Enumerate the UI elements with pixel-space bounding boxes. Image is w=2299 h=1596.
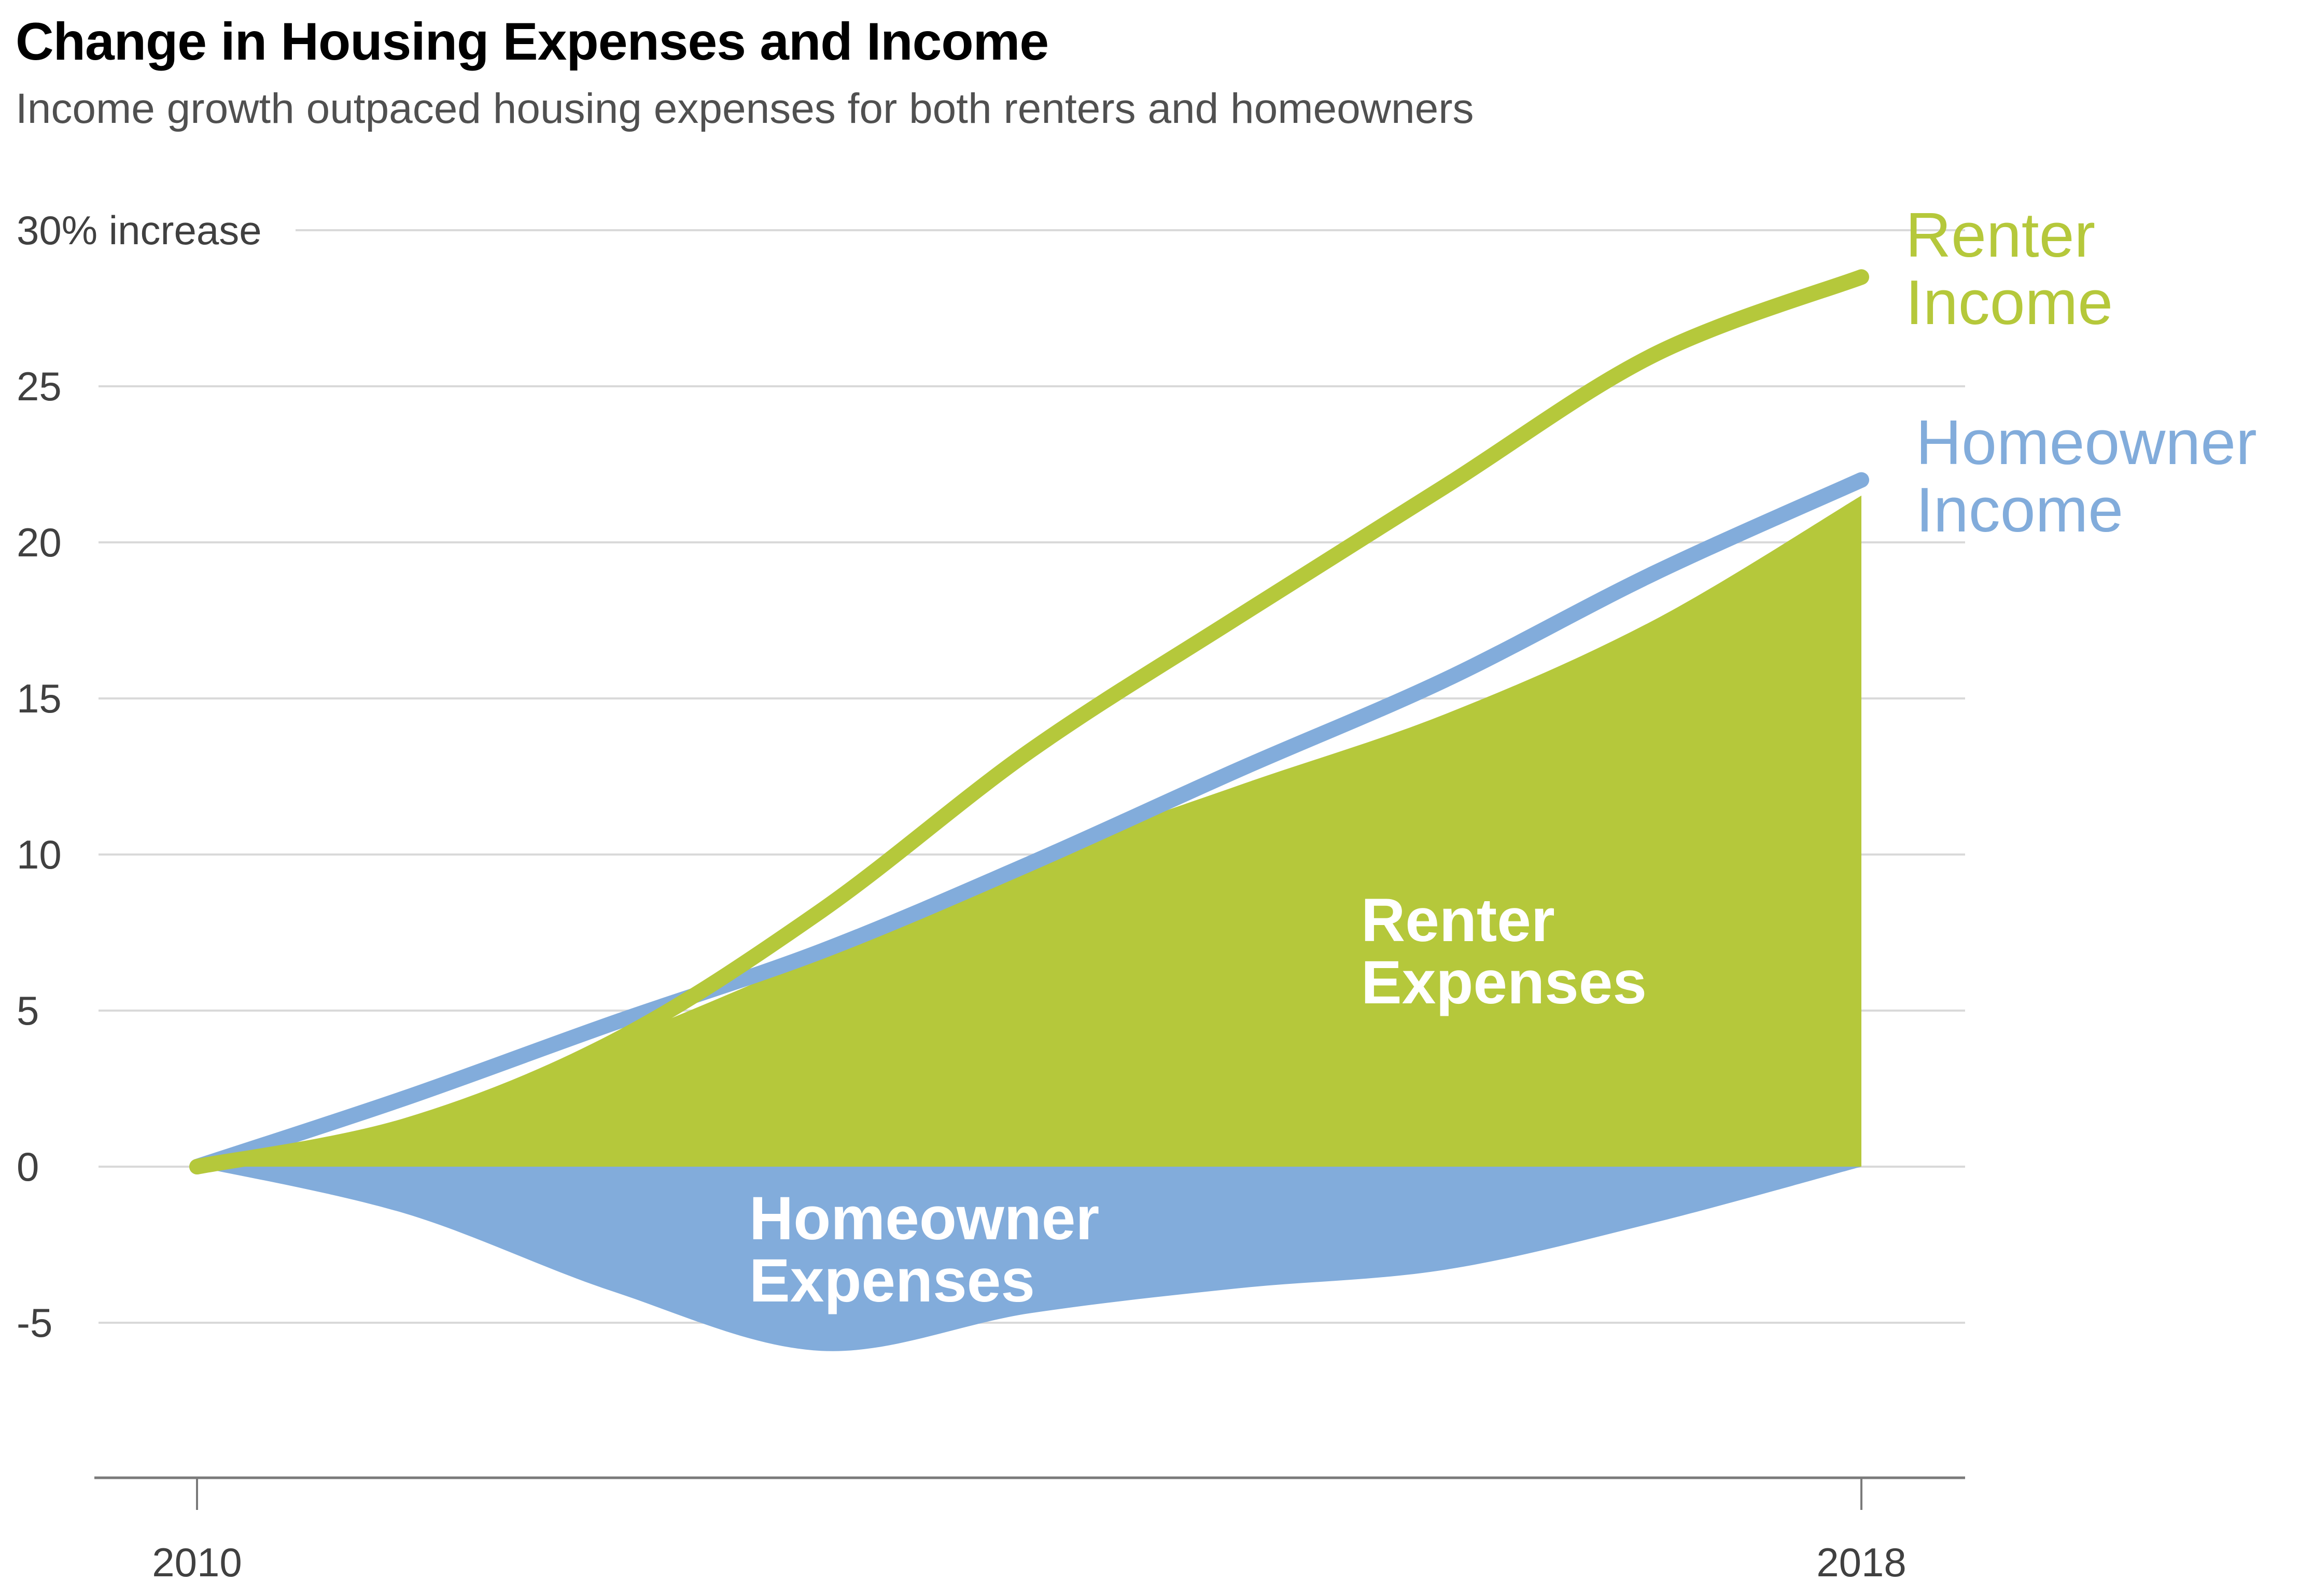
chart-title: Change in Housing Expenses and Income [16, 12, 1049, 71]
renter-expenses-label-line-1: Renter [1361, 886, 1555, 955]
x-tick-label-2018: 2018 [1816, 1539, 1907, 1585]
y-tick-label-15: 15 [17, 676, 62, 721]
renter-expenses-area [197, 495, 1861, 1167]
renter-income-label-line-2: Income [1905, 267, 2113, 338]
homeowner-income-line [189, 472, 1869, 1174]
homeowner-expenses-label: Homeowner Expenses [749, 1184, 1099, 1315]
renter-expenses-label: Renter Expenses [1361, 886, 1647, 1017]
line-layer [189, 269, 1869, 1174]
renter-expenses-label-line-2: Expenses [1361, 948, 1647, 1017]
renter-income-label: Renter Income [1905, 200, 2113, 338]
y-tick-label--5: -5 [17, 1300, 52, 1346]
y-tick-label-5: 5 [17, 988, 39, 1033]
area-layer [197, 495, 1861, 1351]
y-tick-label-20: 20 [17, 520, 62, 565]
homeowner-income-label-line-1: Homeowner [1916, 407, 2257, 478]
y-tick-label-10: 10 [17, 832, 62, 877]
homeowner-expenses-label-line-1: Homeowner [749, 1184, 1099, 1253]
homeowner-expenses-area [197, 1167, 1861, 1351]
chart-subtitle: Income growth outpaced housing expenses … [16, 85, 1474, 132]
y-tick-label-25: 25 [17, 363, 62, 409]
axes: 2010 2018 [94, 1476, 1965, 1585]
homeowner-income-label: Homeowner Income [1916, 407, 2257, 545]
homeowner-expenses-label-line-2: Expenses [749, 1247, 1035, 1315]
renter-income-line [189, 269, 1869, 1174]
y-tick-label-30: 30% increase [17, 207, 262, 253]
renter-income-label-line-1: Renter [1905, 200, 2095, 270]
y-tick-label-0: 0 [17, 1144, 39, 1189]
homeowner-income-label-line-2: Income [1916, 474, 2123, 545]
x-tick-label-2010: 2010 [152, 1539, 242, 1585]
